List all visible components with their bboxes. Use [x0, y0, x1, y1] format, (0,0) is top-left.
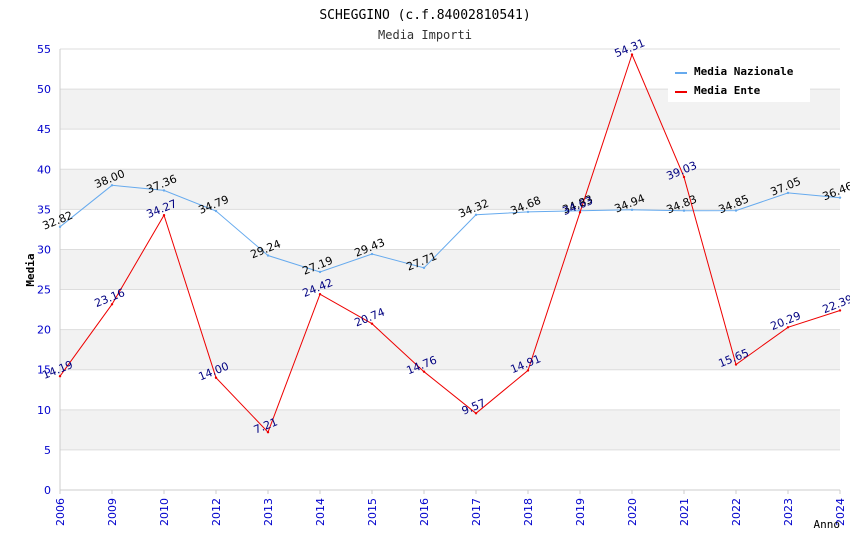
- grid-band: [60, 409, 840, 450]
- series-line-media-nazionale: [59, 184, 841, 273]
- data-point: [162, 214, 166, 217]
- x-tick-label: 2015: [366, 498, 379, 526]
- data-point: [838, 196, 842, 199]
- y-tick-label: 15: [37, 364, 51, 377]
- data-point: [266, 254, 270, 257]
- x-tick-label: 2013: [262, 498, 275, 526]
- data-point: [422, 266, 426, 270]
- x-tick-label: 2018: [522, 498, 535, 526]
- x-tick-label: 2009: [106, 498, 119, 526]
- data-point: [214, 209, 218, 213]
- y-tick-label: 35: [37, 203, 51, 216]
- x-tick-label: 2010: [158, 498, 171, 526]
- data-point: [838, 309, 842, 312]
- series-lines: [58, 53, 842, 434]
- x-tick-label: 2017: [470, 498, 483, 526]
- x-tick-label: 2019: [574, 498, 587, 526]
- data-point: [422, 370, 426, 373]
- legend-label-media-ente: Media Ente: [694, 84, 761, 97]
- chart-subtitle: Media Importi: [378, 28, 472, 42]
- series-line-media-ente: [59, 53, 841, 434]
- y-tick-labels: 0 5 10 15 20 25 30 35 40 45 50 55: [37, 43, 51, 497]
- x-tick-label: 2006: [54, 498, 67, 526]
- data-label: 14.19: [41, 358, 75, 382]
- data-point: [734, 363, 738, 366]
- x-tick-label: 2023: [782, 498, 795, 526]
- data-point: [578, 211, 582, 214]
- data-point: [370, 252, 374, 256]
- x-axis-label: Anno: [814, 518, 841, 531]
- data-label: 20.74: [353, 306, 387, 330]
- chart-title: SCHEGGINO (c.f.84002810541): [319, 8, 530, 23]
- grid-band: [60, 169, 840, 210]
- y-tick-label: 20: [37, 324, 51, 337]
- x-tick-label: 2022: [730, 498, 743, 526]
- y-tick-label: 30: [37, 243, 51, 256]
- x-tick-label: 2020: [626, 498, 639, 526]
- y-tick-label: 45: [37, 123, 51, 136]
- data-point: [682, 209, 686, 212]
- x-tick-label: 2014: [314, 498, 327, 526]
- y-tick-label: 25: [37, 284, 51, 297]
- data-point: [110, 303, 114, 306]
- data-point: [474, 412, 478, 415]
- y-tick-label: 0: [44, 484, 51, 497]
- y-tick-label: 55: [37, 43, 51, 56]
- data-point: [786, 326, 790, 329]
- data-point: [162, 189, 166, 192]
- data-point: [526, 210, 530, 214]
- legend: Media Nazionale Media Ente: [668, 60, 810, 102]
- data-point: [526, 369, 530, 372]
- data-label: 22.39: [821, 292, 850, 316]
- data-point: [630, 208, 634, 212]
- x-tick-label: 2024: [834, 498, 847, 526]
- data-point: [58, 225, 62, 229]
- data-point: [266, 430, 270, 434]
- x-tick-label: 2012: [210, 498, 223, 526]
- legend-box: [668, 60, 810, 102]
- data-point: [474, 213, 478, 217]
- legend-label-media-nazionale: Media Nazionale: [694, 65, 794, 78]
- data-point: [318, 292, 322, 296]
- data-point: [734, 209, 738, 212]
- axes: [59, 49, 840, 491]
- y-axis-label: Media: [24, 253, 37, 286]
- data-point: [110, 184, 114, 187]
- background-bands: [60, 89, 840, 450]
- data-point: [682, 175, 686, 179]
- data-point: [786, 191, 790, 195]
- data-label: 54.31: [613, 36, 647, 60]
- grid-band: [60, 329, 840, 370]
- data-point: [58, 375, 62, 378]
- x-tick-labels: 2006 2009 2010 2012 2013 2014 2015 2016 2017 2018…: [54, 490, 847, 526]
- x-tick-label: 2021: [678, 498, 691, 526]
- y-tick-label: 5: [44, 444, 51, 457]
- x-tick-label: 2016: [418, 498, 431, 526]
- y-tick-label: 10: [37, 404, 51, 417]
- data-point: [630, 53, 634, 56]
- y-tick-label: 50: [37, 83, 51, 96]
- data-point: [318, 270, 322, 274]
- y-tick-label: 40: [37, 163, 51, 176]
- data-point: [370, 322, 374, 325]
- data-point: [214, 376, 218, 379]
